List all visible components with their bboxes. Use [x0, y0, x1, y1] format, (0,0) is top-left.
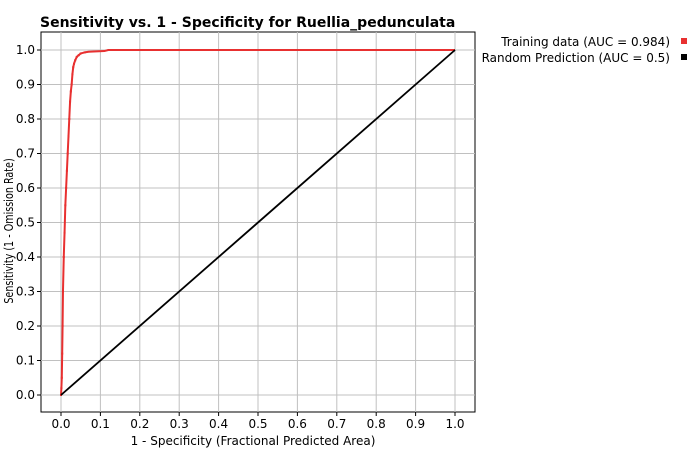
training-data-line [60, 49, 455, 396]
training-data-point [72, 66, 75, 69]
x-tick-label: 0.9 [406, 417, 425, 431]
y-tick-label: 0.4 [16, 250, 35, 264]
x-tick-label: 0.7 [327, 417, 346, 431]
random-prediction-line [60, 49, 456, 396]
training-data-point [74, 59, 77, 62]
x-tick-label: 0.4 [209, 417, 228, 431]
chart-title: Sensitivity vs. 1 - Specificity for Ruel… [40, 15, 455, 31]
y-tick-label: 0.6 [16, 181, 35, 195]
training-data-point [83, 51, 86, 54]
training-data-point [79, 52, 82, 55]
training-data-point [61, 325, 64, 327]
training-data-point [71, 73, 74, 76]
training-data-point [67, 135, 70, 138]
training-data-point [66, 152, 69, 155]
y-tick-label: 0.9 [16, 78, 35, 92]
y-tick-label: 0.3 [16, 285, 35, 299]
training-data-point [73, 62, 76, 65]
grid-lines [41, 32, 475, 412]
y-tick-label: 0.1 [16, 354, 35, 368]
training-data-point [65, 169, 68, 172]
x-tick-label: 0.6 [288, 417, 307, 431]
x-axis-label: 1 - Specificity (Fractional Predicted Ar… [131, 434, 376, 448]
training-data-point [60, 376, 63, 379]
x-tick-label: 0.0 [51, 417, 70, 431]
x-tick-label: 0.8 [367, 417, 386, 431]
training-data-point [62, 256, 65, 258]
training-data-point [75, 55, 78, 58]
training-data-point [77, 54, 80, 57]
legend-swatch [681, 54, 687, 60]
x-tick-label: 0.1 [91, 417, 110, 431]
training-data-point [61, 352, 64, 355]
training-data-point [64, 204, 67, 207]
y-tick-label: 1.0 [16, 43, 35, 57]
training-data-point [68, 118, 71, 120]
training-data-point [65, 187, 68, 189]
x-tick-label: 0.2 [130, 417, 149, 431]
training-data-point [63, 231, 66, 234]
training-data-point [69, 90, 72, 93]
tick-marks: 0.0 0.1 0.2 0.3 0.4 0.5 0.6 0.7 0.8 0.9 1.0 0.0 0.1 0… [16, 43, 465, 431]
y-tick-label: 0.5 [16, 216, 35, 230]
y-axis-label: Sensitivity (1 - Omission Rate) [2, 158, 16, 303]
legend-entry-label: Random Prediction (AUC = 0.5) [482, 51, 670, 65]
training-data-point [61, 290, 64, 293]
y-tick-label: 0.7 [16, 147, 35, 161]
training-data-point [69, 100, 72, 103]
legend-entry-label: Training data (AUC = 0.984) [500, 35, 670, 49]
y-tick-label: 0.2 [16, 319, 35, 333]
x-tick-label: 1.0 [445, 417, 464, 431]
y-tick-label: 0.8 [16, 112, 35, 126]
legend: Training data (AUC = 0.984) Random Predic… [482, 35, 687, 65]
training-data-point [60, 387, 63, 390]
x-tick-label: 0.5 [248, 417, 267, 431]
x-tick-label: 0.3 [170, 417, 189, 431]
legend-swatch [681, 38, 687, 44]
y-tick-label: 0.0 [16, 388, 35, 402]
training-data-point [70, 83, 73, 86]
series-layer [60, 49, 456, 396]
